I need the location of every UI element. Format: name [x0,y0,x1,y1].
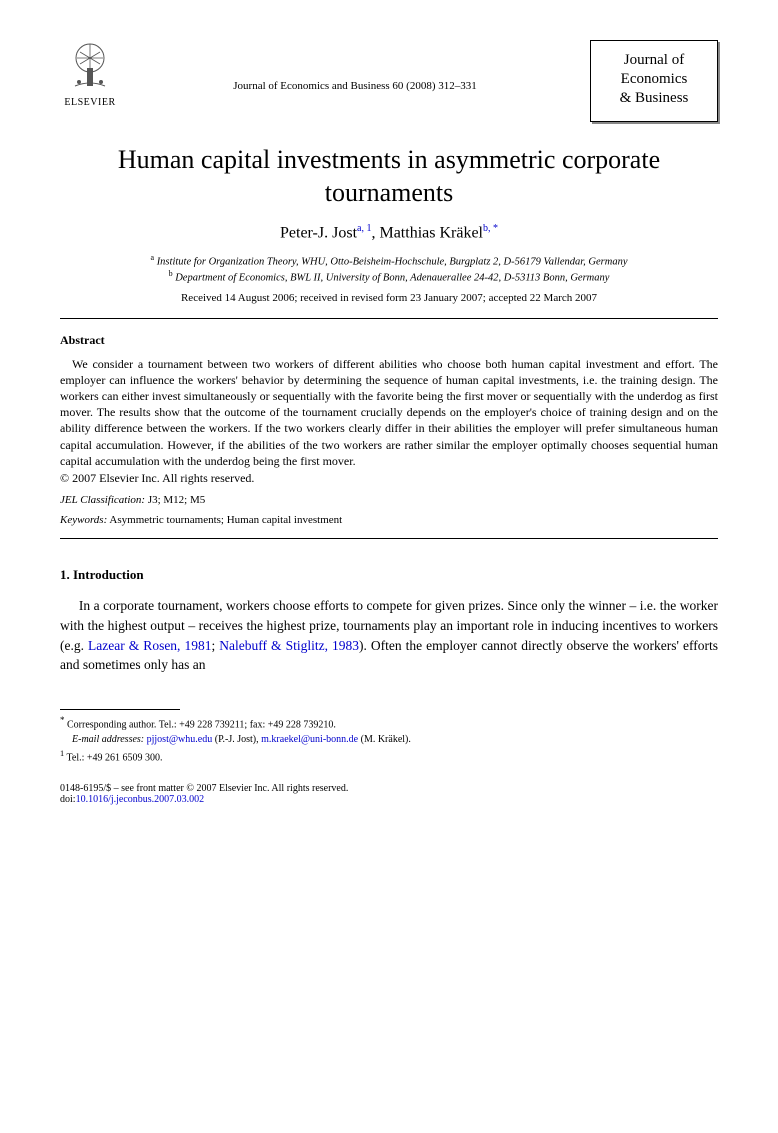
jel-value: J3; M12; M5 [148,494,205,506]
front-matter-line: 0148-6195/$ – see front matter © 2007 El… [60,783,718,794]
email-link[interactable]: m.kraekel@uni-bonn.de [261,734,358,745]
email-link[interactable]: pjjost@whu.edu [147,734,213,745]
journal-box-line: Economics [599,70,709,89]
affiliation-mark: b [169,269,173,278]
journal-reference-line: Journal of Economics and Business 60 (20… [120,40,590,92]
jel-label: JEL Classification: [60,494,145,506]
footnote-text: Corresponding author. Tel.: +49 228 7392… [67,719,336,730]
footnote-mark: 1 [60,749,64,758]
author-name[interactable]: Peter-J. Jost [280,225,357,242]
elsevier-tree-icon [65,40,115,90]
footnote-mark: * [60,715,65,725]
jel-classification: JEL Classification: J3; M12; M5 [60,494,718,506]
publisher-block: ELSEVIER [60,40,120,108]
affiliation-text: Institute for Organization Theory, WHU, … [157,256,628,267]
journal-box-line: & Business [599,89,709,108]
email-label: E-mail addresses: [72,734,144,745]
abstract-text: We consider a tournament between two wor… [60,356,718,469]
affiliation-mark: a [151,253,155,262]
section-heading: 1. Introduction [60,567,718,583]
doi-line: doi:10.1016/j.jeconbus.2007.03.002 [60,794,718,805]
citation-link[interactable]: Nalebuff & Stiglitz, 1983 [219,638,359,653]
affiliation-text: Department of Economics, BWL II, Univers… [175,273,609,284]
doi-link[interactable]: 10.1016/j.jeconbus.2007.03.002 [76,794,205,805]
footnote-divider [60,709,180,710]
author-affil-mark[interactable]: b, * [483,223,498,234]
article-dates: Received 14 August 2006; received in rev… [60,292,718,304]
telephone-footnote: 1 Tel.: +49 261 6509 300. [60,748,718,765]
abstract-copyright: © 2007 Elsevier Inc. All rights reserved… [60,471,718,486]
page: ELSEVIER Journal of Economics and Busine… [0,0,778,835]
publisher-name: ELSEVIER [60,97,120,108]
affiliation: b Department of Economics, BWL II, Unive… [60,269,718,284]
header-row: ELSEVIER Journal of Economics and Busine… [60,40,718,122]
divider [60,538,718,539]
abstract-heading: Abstract [60,333,718,348]
doi-label: doi: [60,794,76,805]
corresponding-author-footnote: * Corresponding author. Tel.: +49 228 73… [60,714,718,732]
footnote-text: Tel.: +49 261 6509 300. [67,752,163,763]
email-attribution: (M. Kräkel). [358,734,411,745]
author-list: Peter-J. Josta, 1, Matthias Kräkelb, * [60,223,718,242]
article-title: Human capital investments in asymmetric … [60,144,718,209]
journal-box-line: Journal of [599,51,709,70]
journal-title-box: Journal of Economics & Business [590,40,718,122]
affiliation: a Institute for Organization Theory, WHU… [60,253,718,268]
divider [60,318,718,319]
keywords: Keywords: Asymmetric tournaments; Human … [60,514,718,526]
author-affil-mark[interactable]: a, 1 [357,223,371,234]
keywords-value: Asymmetric tournaments; Human capital in… [109,514,342,526]
body-paragraph: In a corporate tournament, workers choos… [60,596,718,674]
elsevier-logo: ELSEVIER [60,40,120,108]
author-name[interactable]: Matthias Kräkel [379,225,483,242]
citation-link[interactable]: Lazear & Rosen, 1981 [88,638,211,653]
email-attribution: (P.-J. Jost), [212,734,261,745]
keywords-label: Keywords: [60,514,107,526]
email-footnote: E-mail addresses: pjjost@whu.edu (P.-J. … [60,733,718,747]
